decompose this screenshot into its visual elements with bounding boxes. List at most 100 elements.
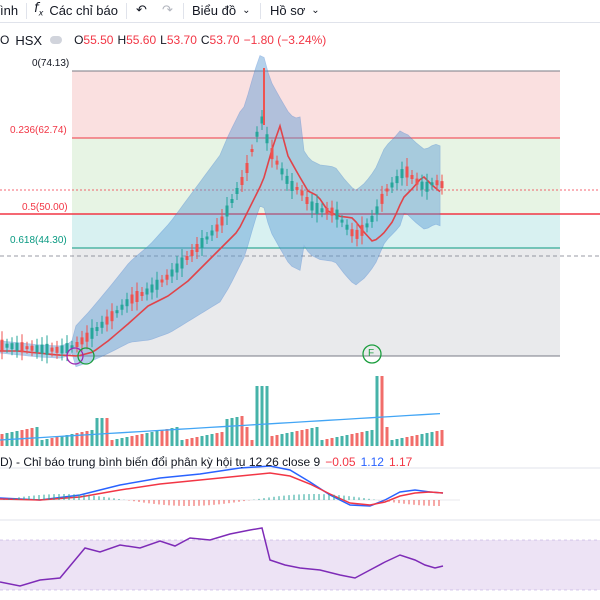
candle-body [330, 207, 334, 216]
candle-body [115, 310, 119, 314]
candle-body [25, 346, 29, 350]
volume-bar [290, 432, 294, 446]
candle-body [425, 181, 429, 192]
volume-bar [100, 418, 104, 446]
series-status-dot [50, 36, 63, 44]
candle-body [150, 284, 154, 293]
candle-body [200, 238, 204, 248]
candle-body [320, 208, 324, 213]
candle-body [335, 209, 339, 220]
volume-bar [120, 438, 124, 446]
macd-hist-value: −0.05 [325, 455, 356, 469]
volume-bar [345, 435, 349, 446]
volume-bar [240, 416, 244, 446]
candle-body [35, 345, 39, 353]
candle-body [240, 177, 244, 185]
candle-body [95, 327, 99, 332]
fib-zone-0236-05 [72, 138, 560, 214]
volume-bar [130, 436, 134, 446]
function-icon: fx [34, 0, 44, 18]
volume-bar [220, 432, 224, 446]
signal-marker-circle [77, 347, 95, 365]
toolbar-partial-label: ình [0, 3, 19, 18]
volume-bar [80, 432, 84, 446]
candle-body [15, 342, 19, 351]
profile-menu-button[interactable]: Hồ sơ ⌄ [270, 2, 320, 20]
redo-icon: ↷ [162, 3, 173, 18]
candle-body [85, 332, 89, 342]
candle-body [195, 244, 199, 252]
candle-body [345, 224, 349, 230]
exchange-label[interactable]: HSX [15, 32, 43, 48]
volume-bar [210, 434, 214, 446]
candle-body [230, 199, 234, 203]
candle-body [275, 160, 279, 165]
candle-body [220, 216, 224, 226]
candle-body [245, 163, 249, 173]
volume-ma-line [0, 412, 441, 441]
volume-bar [420, 434, 424, 446]
volume-bar [430, 432, 434, 446]
volume-bar [435, 431, 439, 446]
volume-bar [260, 386, 264, 446]
candle-body [365, 223, 369, 228]
volume-bar [215, 433, 219, 446]
indicators-button[interactable]: fx Các chỉ báo [34, 0, 118, 20]
low-value: 53.70 [166, 33, 197, 47]
chart-menu-label: Biểu đồ [192, 3, 237, 18]
toolbar-divider [260, 3, 261, 19]
macd-panel-title: D) - Chỉ báo trung bình biến đổi phân kỳ… [0, 455, 412, 469]
symbol-prefix: O [0, 33, 10, 47]
volume-bar [50, 438, 54, 446]
candle-body [190, 250, 194, 256]
volume-bar [160, 430, 164, 446]
volume-bar [115, 439, 119, 446]
volume-bar [55, 437, 59, 446]
candle-body [215, 224, 219, 232]
volume-bar [265, 386, 269, 446]
chevron-down-icon: ⌄ [311, 5, 320, 16]
candle-body [280, 168, 284, 175]
volume-bar [70, 434, 74, 446]
volume-bar [305, 429, 309, 446]
volume-bar [105, 418, 109, 446]
indicators-label: Các chỉ báo [49, 3, 118, 18]
candle-body [225, 205, 229, 217]
toolbar-partial-item[interactable]: ình [0, 2, 18, 20]
volume-bar [400, 438, 404, 446]
volume-bar [285, 433, 289, 446]
undo-button[interactable]: ↶ [136, 2, 147, 20]
candle-body [125, 299, 129, 307]
volume-bar [280, 434, 284, 446]
volume-bar [370, 430, 374, 446]
candle-body [235, 188, 239, 194]
volume-bar [170, 428, 174, 446]
candle-body [285, 175, 289, 184]
volume-bar [310, 428, 314, 446]
candle-body [380, 193, 384, 204]
candle-body [130, 294, 134, 304]
fib-level-0618-label: 0.618(44.30) [10, 235, 67, 246]
volume-bar [360, 432, 364, 446]
candle-body [135, 291, 139, 302]
volume-bar [195, 437, 199, 446]
candle-body [415, 178, 419, 185]
volume-bar [25, 429, 29, 446]
volume-bar [180, 440, 184, 446]
rsi-band [0, 540, 600, 590]
candle-body [305, 197, 309, 204]
candle-body [440, 181, 444, 189]
candle-body [420, 181, 424, 190]
candle-body [120, 304, 124, 310]
candle-body [250, 149, 254, 152]
close-value: 53.70 [209, 33, 240, 47]
volume-bar [5, 433, 9, 446]
redo-button[interactable]: ↷ [162, 2, 173, 20]
volume-bar [10, 432, 14, 446]
rsi-line [0, 527, 444, 587]
macd-title[interactable]: D) - Chỉ báo trung bình biến đổi phân kỳ… [0, 455, 321, 469]
volume-bar [155, 431, 159, 446]
change-value: −1.80 (−3.24%) [243, 33, 327, 47]
chart-menu-button[interactable]: Biểu đồ ⌄ [192, 2, 250, 20]
